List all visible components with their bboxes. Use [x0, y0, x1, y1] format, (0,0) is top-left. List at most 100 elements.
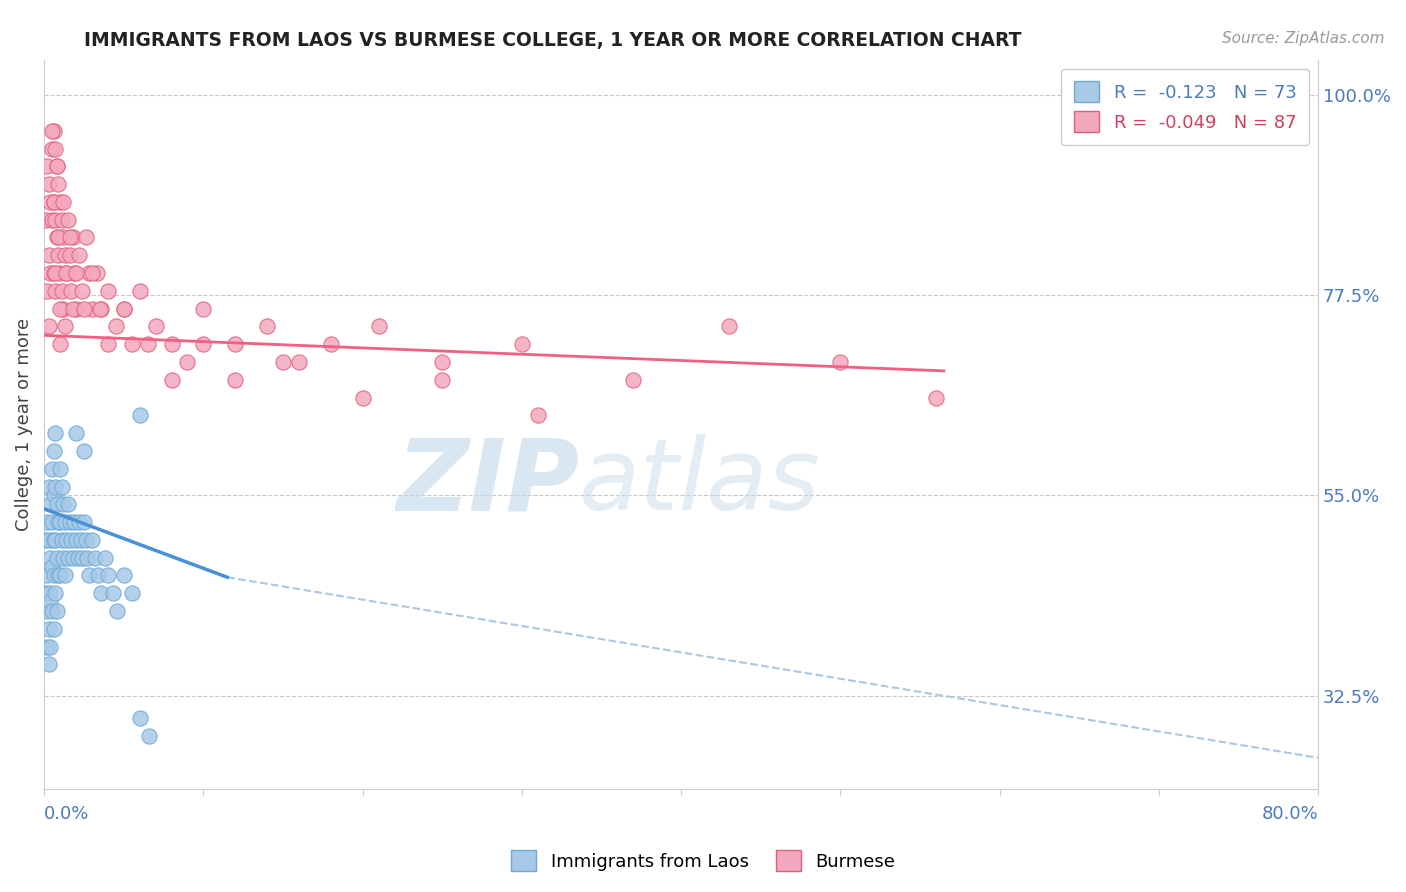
Point [62, 301, 84, 316]
Point [45, 159, 67, 173]
Text: 0.0%: 0.0% [44, 805, 90, 823]
Point [51, 533, 73, 547]
Point [60, 284, 83, 298]
Point [49, 461, 72, 475]
Point [65, 301, 87, 316]
Point [39, 550, 62, 565]
Point [39, 194, 62, 209]
Point [41, 212, 63, 227]
Point [44, 142, 66, 156]
Point [112, 301, 135, 316]
Point [80, 533, 103, 547]
Point [224, 373, 246, 387]
Point [138, 729, 160, 743]
Point [72, 550, 94, 565]
Y-axis label: College, 1 year or more: College, 1 year or more [15, 318, 32, 531]
Point [112, 301, 135, 316]
Point [73, 444, 96, 458]
Point [128, 711, 150, 725]
Point [58, 230, 80, 244]
Point [56, 497, 79, 511]
Point [45, 497, 67, 511]
Text: ZIP: ZIP [396, 434, 579, 531]
Point [73, 301, 96, 316]
Point [41, 124, 63, 138]
Point [52, 301, 75, 316]
Point [63, 266, 86, 280]
Point [86, 266, 108, 280]
Point [37, 640, 59, 654]
Point [51, 212, 73, 227]
Point [38, 479, 60, 493]
Point [62, 230, 84, 244]
Point [48, 568, 70, 582]
Point [53, 319, 76, 334]
Point [38, 319, 60, 334]
Point [51, 284, 73, 298]
Point [104, 319, 127, 334]
Point [38, 622, 60, 636]
Point [72, 284, 94, 298]
Point [37, 568, 59, 582]
Point [52, 230, 75, 244]
Point [73, 515, 96, 529]
Point [39, 640, 62, 654]
Point [58, 248, 80, 262]
Point [48, 177, 70, 191]
Point [44, 426, 66, 441]
Point [193, 337, 215, 351]
Point [52, 497, 75, 511]
Point [53, 248, 76, 262]
Point [432, 355, 454, 369]
Point [75, 230, 97, 244]
Point [35, 533, 58, 547]
Point [271, 355, 294, 369]
Point [38, 248, 60, 262]
Point [224, 337, 246, 351]
Point [84, 550, 107, 565]
Point [53, 568, 76, 582]
Point [37, 515, 59, 529]
Point [58, 515, 80, 529]
Text: atlas: atlas [579, 434, 821, 531]
Point [67, 248, 90, 262]
Point [136, 337, 159, 351]
Point [432, 373, 454, 387]
Point [89, 301, 111, 316]
Point [45, 604, 67, 618]
Point [44, 284, 66, 298]
Point [41, 559, 63, 574]
Point [97, 568, 120, 582]
Point [145, 319, 167, 334]
Point [77, 266, 100, 280]
Point [37, 159, 59, 173]
Point [621, 373, 644, 387]
Point [52, 550, 75, 565]
Point [52, 194, 75, 209]
Point [49, 337, 72, 351]
Point [49, 266, 72, 280]
Point [75, 533, 97, 547]
Text: IMMIGRANTS FROM LAOS VS BURMESE COLLEGE, 1 YEAR OR MORE CORRELATION CHART: IMMIGRANTS FROM LAOS VS BURMESE COLLEGE,… [84, 31, 1022, 50]
Point [101, 586, 124, 600]
Point [39, 266, 62, 280]
Point [60, 533, 83, 547]
Point [44, 212, 66, 227]
Point [41, 142, 63, 156]
Point [97, 284, 120, 298]
Point [49, 515, 72, 529]
Point [42, 124, 65, 138]
Point [80, 301, 103, 316]
Point [35, 212, 58, 227]
Point [48, 230, 70, 244]
Point [42, 622, 65, 636]
Point [830, 355, 852, 369]
Point [63, 515, 86, 529]
Text: Source: ZipAtlas.com: Source: ZipAtlas.com [1222, 31, 1385, 46]
Point [42, 488, 65, 502]
Point [65, 266, 87, 280]
Point [87, 568, 110, 582]
Point [62, 550, 84, 565]
Point [925, 391, 948, 405]
Point [53, 515, 76, 529]
